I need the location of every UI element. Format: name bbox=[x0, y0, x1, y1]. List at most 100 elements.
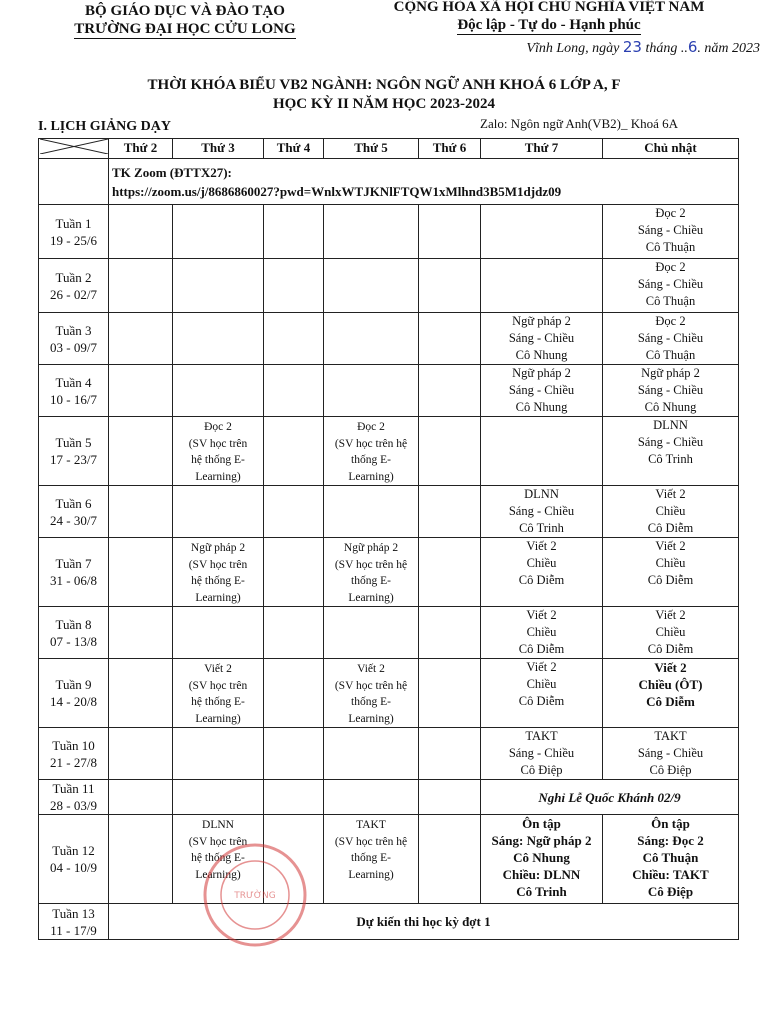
class-line: Cô Diễm bbox=[647, 642, 694, 656]
empty-cell bbox=[263, 779, 324, 815]
class-cell: Đọc 2 Sáng - Chiều Cô Thuận bbox=[602, 204, 739, 259]
class-line: Cô Thuận bbox=[642, 850, 699, 865]
year-label: . năm 2023 bbox=[697, 41, 760, 56]
handwritten-month: 6 bbox=[687, 38, 698, 56]
empty-cell bbox=[263, 416, 324, 486]
class-line: (SV học trên hệ bbox=[334, 835, 408, 848]
class-line: Đọc 2 bbox=[655, 260, 686, 274]
class-cell: Viết 2 Chiều Cô Diễm bbox=[480, 658, 603, 728]
class-line: Sáng - Chiều bbox=[508, 383, 575, 397]
class-line: Ôn tập bbox=[522, 816, 561, 831]
class-line: Ngữ pháp 2 bbox=[190, 542, 246, 554]
class-line: Ngữ pháp 2 bbox=[512, 366, 571, 380]
ministry-header: BỘ GIÁO DỤC VÀ ĐÀO TẠO TRƯỜNG ĐẠI HỌC CỬ… bbox=[40, 2, 330, 39]
week-row: Tuần 3 03 - 09/7 Ngữ pháp 2 Sáng - Chiều Cô … bbox=[38, 312, 739, 365]
title-line-1: THỜI KHÓA BIỂU VB2 NGÀNH: NGÔN NGỮ ANH K… bbox=[147, 77, 621, 93]
class-cell: Đọc 2 Sáng - Chiều Cô Thuận bbox=[602, 258, 739, 313]
class-cell: Viết 2 (SV học trên hệ thống E- Learning) bbox=[323, 658, 419, 728]
empty-cell bbox=[418, 814, 481, 904]
empty-cell bbox=[108, 204, 173, 259]
class-line: (SV học trên hệ bbox=[334, 679, 408, 692]
class-line: Đọc 2 bbox=[655, 206, 686, 220]
class-line: Cô Nhung bbox=[515, 348, 568, 362]
class-line: Cô Trinh bbox=[648, 452, 693, 466]
week-name: Tuần 5 bbox=[55, 435, 92, 450]
class-cell: Viết 2 (SV học trên hệ thống E- Learning) bbox=[172, 658, 264, 728]
class-line: Ôn tập bbox=[651, 816, 690, 831]
class-line: Cô Nhung bbox=[644, 400, 697, 414]
class-line: DLNN bbox=[524, 487, 559, 501]
class-cell: Ngữ pháp 2 Sáng - Chiều Cô Nhung bbox=[480, 312, 603, 365]
week-range: 10 - 16/7 bbox=[50, 391, 97, 407]
class-line: Learning) bbox=[348, 712, 394, 725]
class-line: Learning) bbox=[195, 470, 241, 483]
class-line: Chiều bbox=[655, 504, 686, 518]
class-line: Cô Trinh bbox=[519, 521, 564, 535]
col-header: Thứ 3 bbox=[172, 138, 264, 159]
class-line: Sáng - Chiều bbox=[637, 435, 704, 449]
empty-cell bbox=[108, 606, 173, 659]
zoom-link[interactable]: https://zoom.us/j/8686860027?pwd=WnlxWTJ… bbox=[112, 184, 562, 199]
week-label: Tuần 8 07 - 13/8 bbox=[38, 606, 109, 659]
class-line: (SV học trên bbox=[188, 558, 248, 571]
empty-cell bbox=[108, 312, 173, 365]
week-label: Tuần 11 28 - 03/9 bbox=[38, 779, 109, 815]
week-row: Tuần 11 28 - 03/9 Nghỉ Lễ Quốc Khánh 02/9 bbox=[38, 779, 739, 815]
zoom-row: TK Zoom (ĐTTX27): https://zoom.us/j/86868… bbox=[38, 158, 739, 205]
empty-cell bbox=[263, 364, 324, 417]
class-line: Ngữ pháp 2 bbox=[641, 366, 700, 380]
class-line: Cô Diễm bbox=[647, 521, 694, 535]
week-label: Tuần 9 14 - 20/8 bbox=[38, 658, 109, 728]
col-header: Thứ 6 bbox=[418, 138, 481, 159]
class-cell: Đọc 2 (SV học trên hệ thống E- Learning) bbox=[323, 416, 419, 486]
empty-cell bbox=[108, 485, 173, 538]
week-range: 17 - 23/7 bbox=[50, 452, 97, 467]
empty-cell bbox=[172, 204, 264, 259]
empty-cell bbox=[323, 606, 419, 659]
week-label: Tuần 1 19 - 25/6 bbox=[38, 204, 109, 259]
class-line: Cô Diễm bbox=[646, 694, 695, 709]
class-cell: Ngữ pháp 2 (SV học trên hệ thống E- Learnin… bbox=[172, 537, 264, 607]
empty-cell bbox=[263, 727, 324, 780]
week-row: Tuần 10 21 - 27/8 TAKT Sáng - Chiều Cô Điệp T… bbox=[38, 727, 739, 780]
class-line: Cô Nhung bbox=[515, 400, 568, 414]
empty-cell bbox=[480, 258, 603, 313]
class-line: Learning) bbox=[348, 591, 394, 604]
week-range: 11 - 17/9 bbox=[50, 922, 97, 938]
class-line: Ngữ pháp 2 bbox=[512, 314, 571, 328]
week-label: Tuần 3 03 - 09/7 bbox=[38, 312, 109, 365]
class-line: Viết 2 bbox=[655, 608, 686, 622]
week-label: Tuần 5 17 - 23/7 bbox=[38, 416, 109, 486]
class-line: Cô Diễm bbox=[518, 642, 565, 656]
class-line: Sáng - Chiều bbox=[637, 331, 704, 345]
class-line: DLNN bbox=[202, 819, 234, 831]
empty-cell bbox=[263, 485, 324, 538]
class-cell: Ngữ pháp 2 (SV học trên hệ thống E- Learnin… bbox=[323, 537, 419, 607]
section-heading: I. LỊCH GIẢNG DẠY bbox=[38, 119, 172, 134]
empty-cell bbox=[418, 312, 481, 365]
class-line: Chiều bbox=[655, 556, 686, 570]
empty-cell bbox=[263, 204, 324, 259]
week-name: Tuần 1 bbox=[55, 215, 92, 231]
empty-cell bbox=[263, 537, 324, 607]
class-cell: Viết 2 Chiều Cô Diễm bbox=[602, 537, 739, 607]
class-line: hệ thống E- bbox=[191, 696, 245, 708]
week-name: Tuần 13 bbox=[52, 905, 95, 921]
week-range: 04 - 10/9 bbox=[50, 860, 97, 875]
date-prefix: Vĩnh Long, ngày bbox=[526, 41, 620, 56]
class-line: Sáng - Chiều bbox=[637, 277, 704, 291]
week-name: Tuần 10 bbox=[52, 737, 95, 753]
empty-cell bbox=[323, 312, 419, 365]
week-row: Tuần 12 04 - 10/9 DLNN (SV học trên hệ thống… bbox=[38, 814, 739, 904]
week-row: Tuần 9 14 - 20/8 Viết 2 (SV học trên hệ thốn… bbox=[38, 658, 739, 728]
class-line: DLNN bbox=[653, 418, 688, 432]
empty-cell bbox=[480, 204, 603, 259]
class-line: Learning) bbox=[195, 591, 241, 604]
class-line: Đọc 2 bbox=[204, 421, 232, 433]
republic-name: CỘNG HÒA XÃ HỘI CHỦ NGHĨA VIỆT NAM bbox=[393, 0, 705, 15]
empty-cell bbox=[172, 312, 264, 365]
exam-note: Dự kiến thi học kỳ đợt 1 bbox=[108, 903, 739, 940]
class-line: Cô Diễm bbox=[518, 573, 565, 587]
class-line: (SV học trên bbox=[188, 437, 248, 450]
empty-cell bbox=[323, 258, 419, 313]
